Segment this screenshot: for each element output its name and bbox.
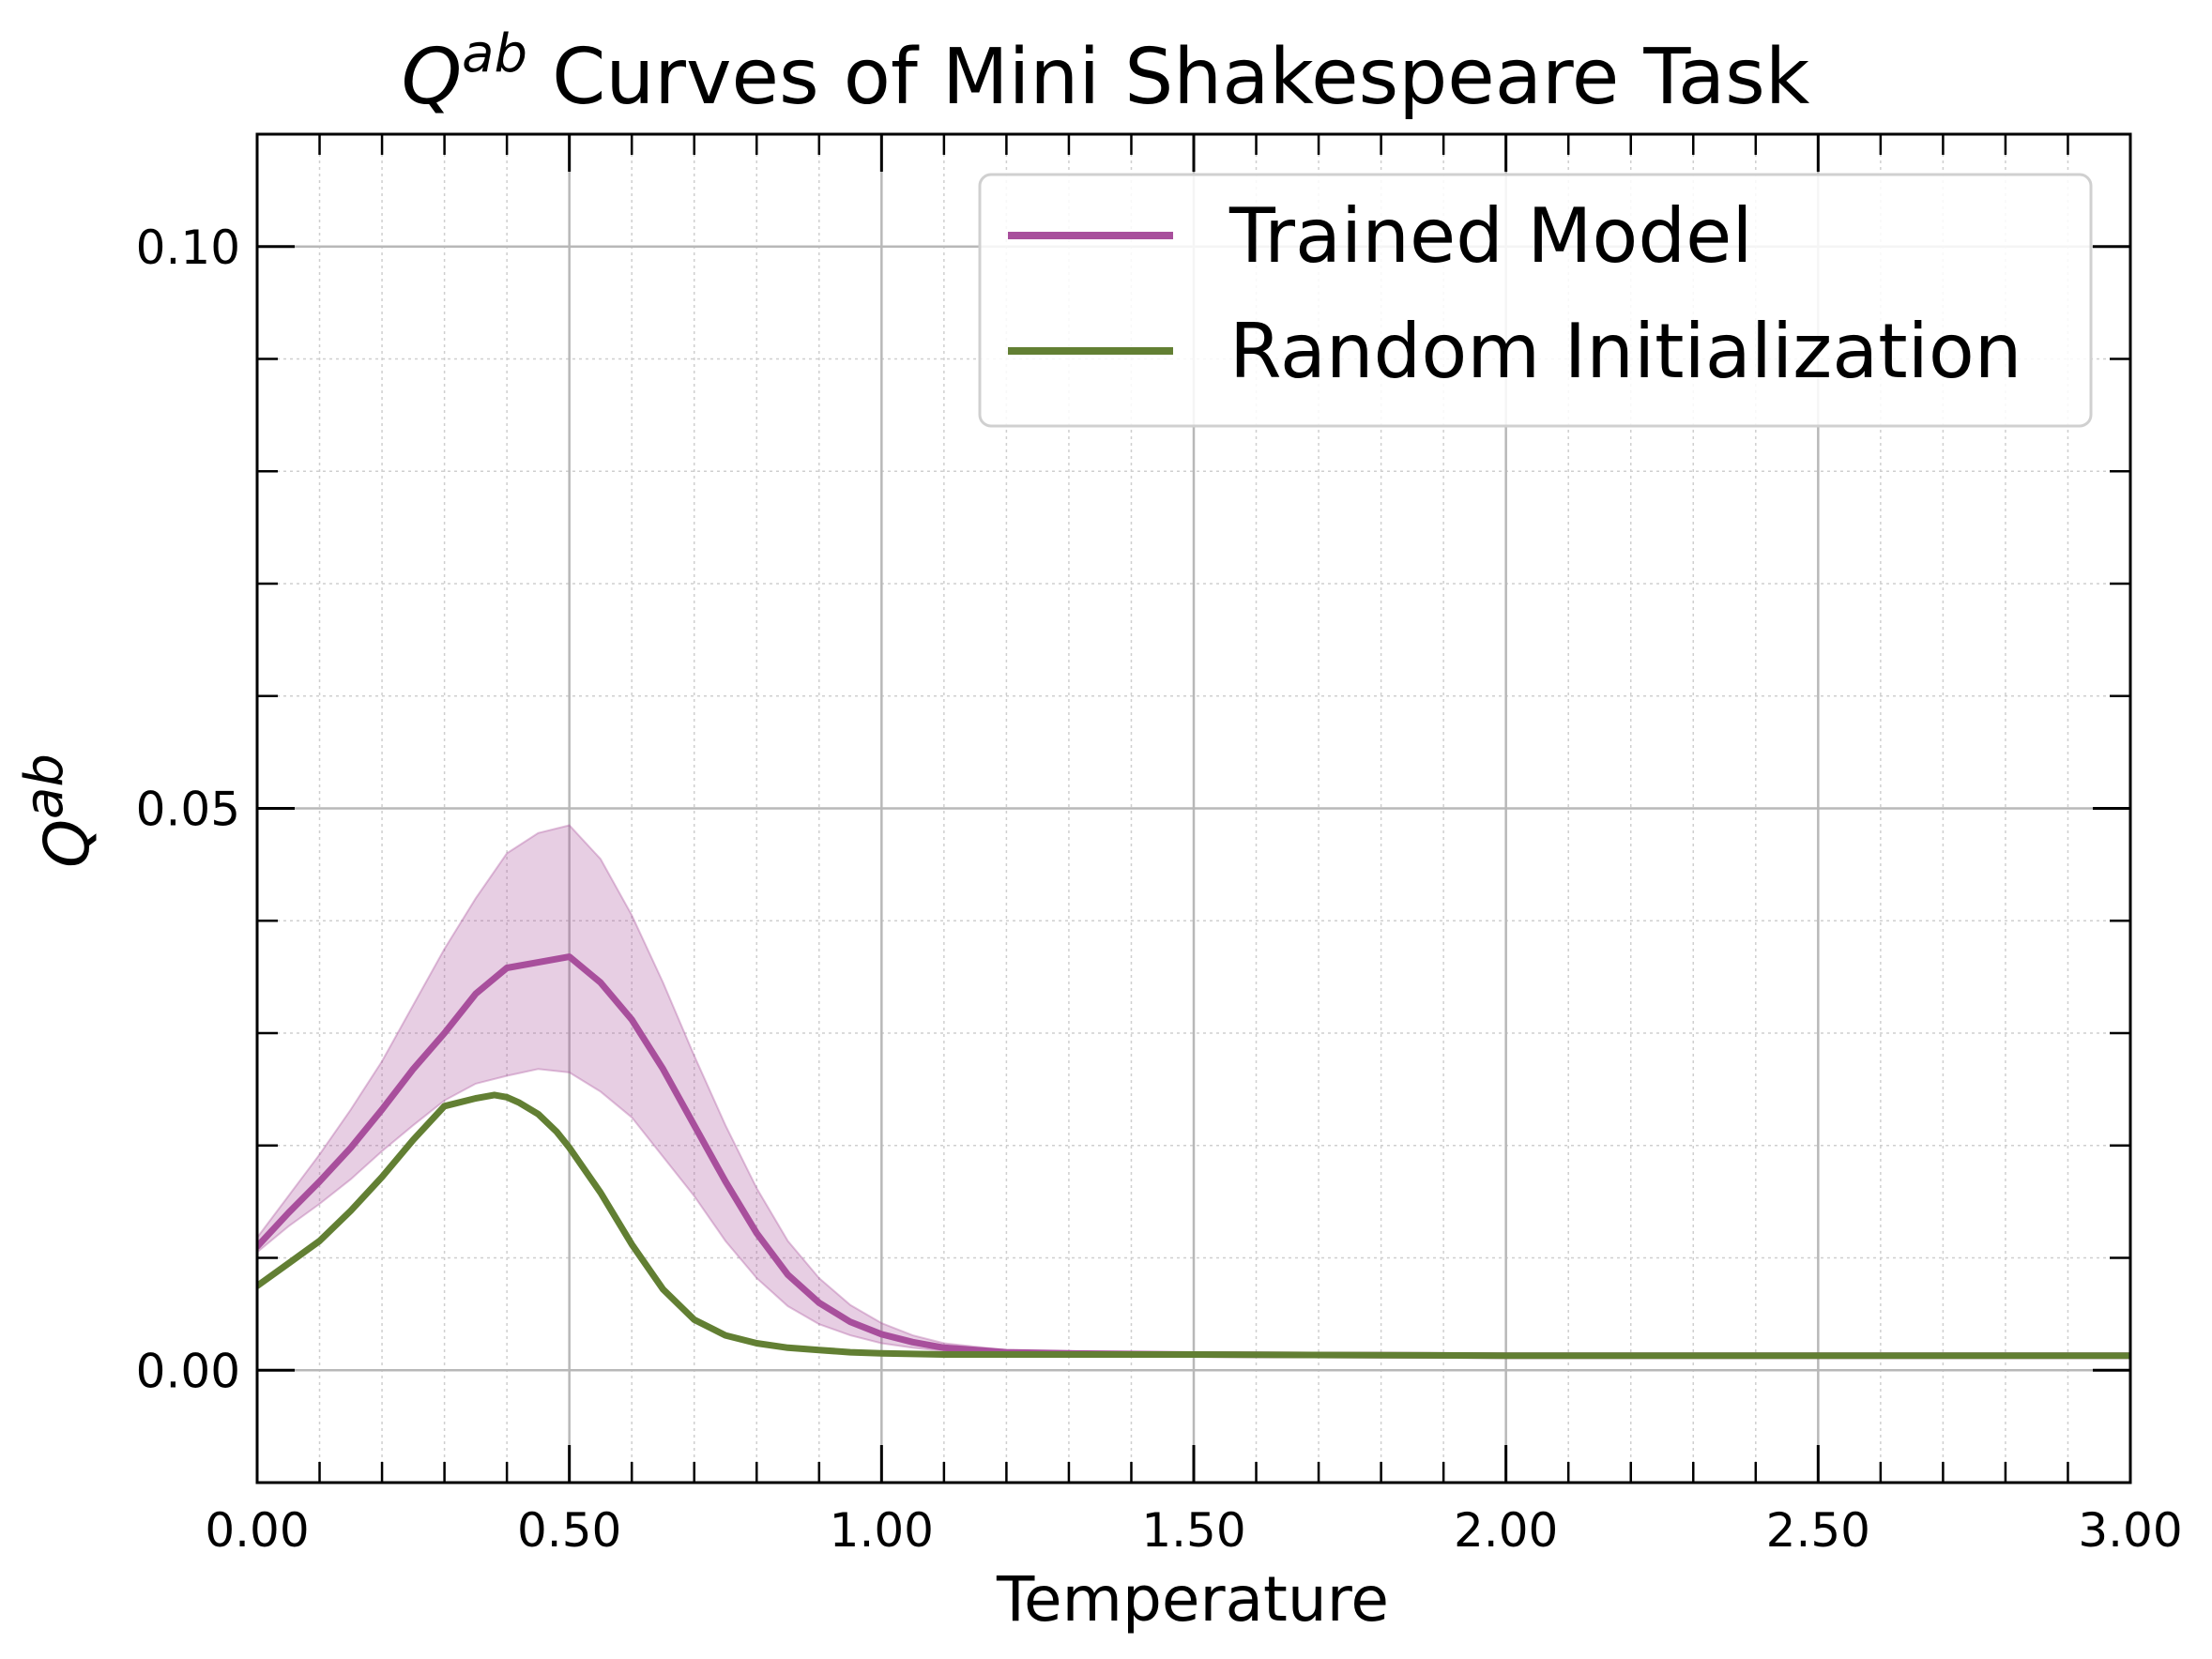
x-axis-label: Temperature: [996, 1563, 1389, 1636]
series-line-random-initialization: [257, 1091, 2130, 1360]
plot-frame: [255, 132, 2132, 1484]
title-q: Q: [402, 33, 463, 122]
legend-box: [978, 173, 2093, 428]
title-main: Curves of Mini Shakespeare Task: [527, 33, 1810, 122]
x-tick-label: 1.00: [830, 1503, 934, 1558]
y-axis-label: Qab: [14, 753, 103, 868]
legend-label-trained-model: Trained Model: [1228, 192, 1753, 280]
chart-title: Qab Curves of Mini Shakespeare Task: [402, 23, 1810, 122]
axis-ticks: [255, 132, 2132, 1484]
y-tick-label: 0.05: [136, 783, 240, 837]
y-axis-label-superscript: ab: [14, 753, 75, 819]
y-tick-label: 0.10: [136, 221, 240, 275]
y-tick-label: 0.00: [136, 1344, 240, 1398]
tick-labels: 0.00 0.50 1.00 1.50 2.00 2.50 3.00 0.00 0.05 0.10: [136, 221, 2183, 1558]
x-tick-label: 0.50: [517, 1503, 621, 1558]
x-tick-label: 2.50: [1766, 1503, 1870, 1558]
title-superscript: ab: [462, 23, 527, 84]
x-tick-label: 2.00: [1454, 1503, 1558, 1558]
x-tick-label: 3.00: [2078, 1503, 2182, 1558]
legend-label-random-initialization: Random Initialization: [1229, 308, 2022, 395]
x-tick-label: 0.00: [205, 1503, 309, 1558]
y-axis-label-base: Q: [31, 819, 103, 868]
x-tick-label: 1.50: [1141, 1503, 1245, 1558]
plot-area: [257, 824, 2130, 1360]
legend: Trained Model Random Initialization: [978, 173, 2093, 428]
